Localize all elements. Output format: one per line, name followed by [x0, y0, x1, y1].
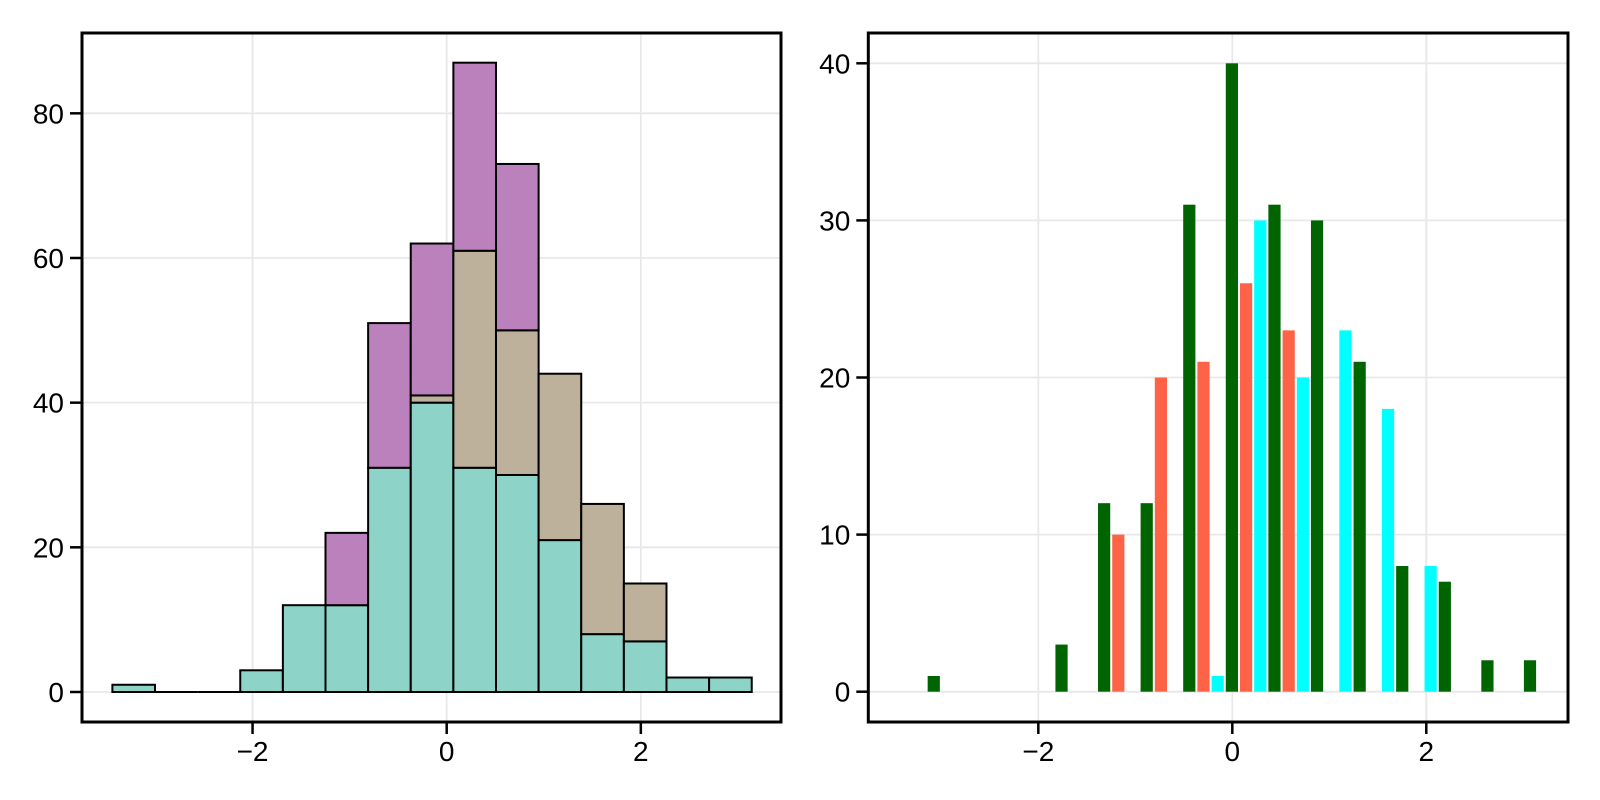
dodged-bar-sample-a-green — [1523, 660, 1537, 692]
dodged-bar-sample-b-cyan — [1211, 675, 1224, 692]
dodged-bar-sample-b-cyan — [1339, 330, 1352, 692]
dodged-bar-sample-a-green — [1268, 204, 1281, 692]
dodged-bar-sample-a-green — [1098, 503, 1111, 692]
dodged-bar-sample-c-tomato — [1112, 534, 1125, 692]
stacked-bar-segment-sample-a-teal — [409, 401, 455, 693]
x-tick-label: 0 — [439, 736, 455, 767]
dodged-bar-sample-a-green — [1481, 660, 1494, 692]
stacked-bar-segment-sample-c-purple — [494, 162, 540, 332]
stacked-bar-segment-sample-a-teal — [580, 633, 625, 693]
dodged-bar-sample-b-cyan — [1424, 566, 1437, 692]
dodged-bar-sample-b-cyan — [1254, 220, 1267, 692]
x-tick-label: 2 — [1419, 736, 1435, 767]
y-tick-label: 0 — [835, 677, 851, 708]
stacked-bar-segment-sample-a-teal — [494, 473, 540, 693]
y-tick-label: 10 — [819, 520, 850, 551]
stacked-bar-segment-sample-c-purple — [452, 61, 497, 252]
stacked-bar-segment-sample-a-teal — [281, 604, 327, 693]
stacked-bar-segment-sample-b-tan — [494, 329, 540, 476]
stacked-bar-segment-sample-a-teal — [537, 539, 583, 693]
dodged-bar-sample-a-green — [1183, 204, 1196, 692]
y-tick-label: 30 — [819, 205, 850, 236]
stacked-bar-segment-sample-b-tan — [452, 249, 497, 469]
y-tick-label: 60 — [33, 243, 64, 274]
dodged-bar-sample-a-green — [1310, 220, 1324, 692]
dodged-bar-sample-a-green — [927, 675, 940, 692]
x-tick-label: 2 — [633, 736, 649, 767]
dodged-bar-sample-c-tomato — [1239, 283, 1253, 692]
stacked-bar-segment-sample-a-teal — [367, 466, 412, 693]
stacked-bar-segment-sample-a-teal — [324, 604, 370, 693]
dodged-bar-sample-c-tomato — [1154, 377, 1168, 692]
x-tick-label: −2 — [1022, 736, 1054, 767]
x-tick-label: −2 — [237, 736, 269, 767]
stacked-bar-segment-sample-b-tan — [409, 394, 455, 404]
y-tick-label: 40 — [819, 48, 850, 79]
dodged-bar-sample-a-green — [1140, 503, 1153, 692]
dodged-bar-sample-c-tomato — [1197, 361, 1210, 692]
stacked-bar-segment-sample-c-purple — [324, 531, 370, 607]
stacked-bar-segment-sample-b-tan — [537, 372, 583, 542]
stacked-bar-segment-sample-a-teal — [665, 676, 711, 693]
dodged-bar-sample-b-cyan — [1296, 377, 1309, 692]
stacked-bar-segment-sample-b-tan — [622, 582, 668, 643]
dodged-bar-sample-b-cyan — [1381, 408, 1395, 692]
dodged-bar-sample-a-green — [1225, 63, 1238, 692]
y-tick-label: 40 — [33, 388, 64, 419]
dodged-bar-sample-c-tomato — [1282, 330, 1295, 692]
stacked-bar-segment-sample-a-teal — [622, 640, 668, 693]
x-tick-label: 0 — [1225, 736, 1241, 767]
dodged-bar-sample-a-green — [1353, 361, 1366, 692]
dodged-bar-sample-a-green — [1396, 566, 1409, 692]
stacked-bar-segment-sample-a-teal — [708, 676, 753, 693]
stacked-bar-segment-sample-a-teal — [111, 683, 157, 693]
stacked-bar-segment-sample-a-teal — [239, 669, 284, 693]
dodged-bar-sample-a-green — [1055, 644, 1068, 692]
stacked-bar-segment-sample-c-purple — [367, 322, 412, 469]
y-tick-label: 80 — [33, 98, 64, 129]
y-tick-label: 20 — [33, 532, 64, 563]
stacked-bar-segment-sample-a-teal — [452, 466, 497, 693]
y-tick-label: 0 — [48, 677, 64, 708]
stacked-bar-segment-sample-b-tan — [580, 502, 625, 636]
dodged-bar-sample-a-green — [1438, 581, 1451, 692]
axis-frame — [80, 31, 783, 724]
stacked-bar-segment-sample-c-purple — [409, 242, 455, 397]
y-tick-label: 20 — [819, 363, 850, 394]
